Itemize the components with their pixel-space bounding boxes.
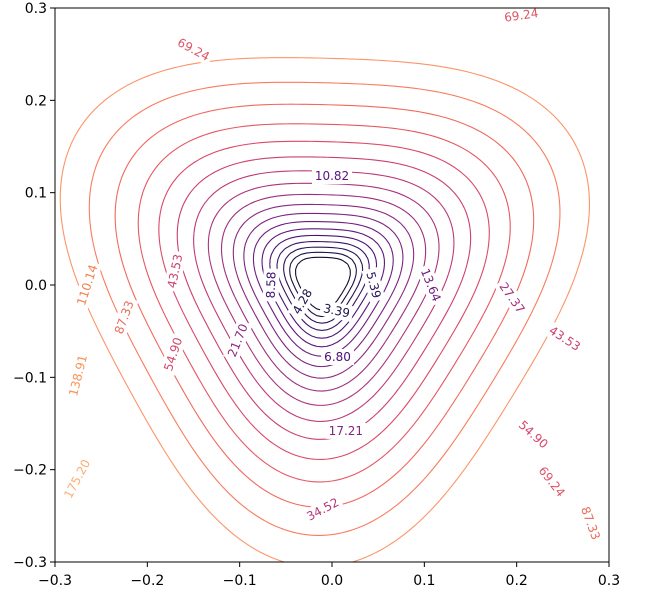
x-tick-label: 0.1: [413, 573, 435, 589]
contour-label-group: 5.39: [361, 267, 386, 303]
y-axis: −0.3 −0.2 −0.1 0.0 0.1 0.2 0.3: [13, 1, 55, 571]
contour-label-group: 69.24: [533, 460, 571, 503]
contour-line: [176, 156, 472, 440]
contour-label-group: 27.37: [494, 276, 531, 319]
contour-label-group: 69.24: [172, 33, 215, 67]
contour-lines: [59, 57, 590, 562]
contour-label-group: 138.91: [64, 350, 92, 401]
x-axis: −0.3 −0.2 −0.1 0.0 0.1 0.2 0.3: [38, 562, 620, 589]
contour-label-group: 54.90: [513, 415, 554, 454]
contour-label-group: 110.14: [72, 260, 103, 310]
contour-label-group: 17.21: [325, 422, 366, 439]
contour-line: [276, 241, 370, 331]
contour-label-background: [543, 320, 586, 357]
contour-label-background: [262, 268, 280, 302]
contour-label-group: 6.80: [321, 349, 354, 366]
contour-label-background: [72, 260, 103, 310]
contour-label-background: [222, 318, 253, 362]
contour-label-background: [172, 33, 215, 67]
x-tick-label: −0.1: [223, 573, 257, 589]
contour-label: 34.52: [304, 495, 341, 523]
y-tick-label: −0.2: [13, 463, 47, 479]
contour-label-group: 3.39: [318, 299, 355, 323]
contour-line: [232, 203, 415, 379]
contour-label-background: [312, 168, 352, 185]
contour-line: [158, 140, 490, 460]
contour-label: 10.82: [315, 169, 349, 183]
contour-label-group: 43.53: [543, 320, 586, 357]
y-tick-label: −0.1: [13, 370, 47, 386]
x-tick-label: 0.0: [321, 573, 343, 589]
contour-label: 87.33: [578, 505, 603, 542]
contour-line: [59, 57, 590, 562]
contour-label-background: [59, 454, 96, 504]
contour-label-group: 4.28: [287, 283, 318, 320]
contour-label-background: [163, 249, 188, 293]
contour-label-group: 69.24: [500, 4, 543, 27]
contour-label-group: 10.82: [312, 168, 352, 185]
contour-label: 6.80: [324, 350, 351, 364]
contour-label: 43.53: [546, 323, 582, 353]
contour-label-background: [513, 415, 554, 454]
contour-label: 21.70: [225, 322, 251, 359]
y-tick-label: 0.0: [25, 278, 47, 294]
contour-label-background: [415, 263, 446, 307]
contour-label: 3.39: [322, 301, 351, 320]
contour-label-background: [109, 295, 139, 339]
contour-label: 138.91: [66, 353, 90, 397]
y-tick-label: 0.1: [25, 186, 47, 202]
contour-label: 69.24: [175, 35, 212, 63]
contour-label-background: [494, 276, 531, 319]
contour-label-group: 43.53: [163, 249, 188, 293]
y-tick-label: 0.2: [25, 93, 47, 109]
x-tick-label: 0.3: [598, 573, 620, 589]
contour-label: 87.33: [112, 299, 137, 336]
contour-label-group: 13.64: [415, 263, 446, 307]
contour-label-background: [576, 501, 605, 545]
x-tick-label: −0.3: [38, 573, 72, 589]
contour-label-background: [159, 332, 187, 376]
contour-label-group: 21.70: [222, 318, 253, 362]
x-tick-label: 0.2: [506, 573, 528, 589]
contour-label: 5.39: [363, 270, 383, 299]
contour-label: 8.58: [264, 271, 279, 298]
contour-label-background: [318, 299, 355, 323]
contour-label-group: 34.52: [301, 492, 345, 526]
contour-label: 54.90: [516, 418, 551, 451]
contour-label-background: [64, 350, 92, 401]
contour-label-group: 87.33: [576, 501, 605, 545]
contour-label: 13.64: [418, 266, 444, 303]
contour-line: [137, 123, 511, 483]
y-tick-label: −0.3: [13, 555, 47, 571]
contour-label-group: 175.20: [59, 454, 96, 504]
contour-label: 69.24: [503, 6, 539, 25]
contour-label-group: 87.33: [109, 295, 139, 339]
contour-line: [220, 193, 427, 392]
y-tick-label: 0.3: [25, 1, 47, 17]
contour-label-background: [301, 492, 345, 526]
contour-label-background: [500, 4, 543, 27]
contour-label-background: [287, 283, 318, 320]
contour-label-background: [321, 349, 354, 366]
x-tick-label: −0.2: [130, 573, 164, 589]
contour-label-group: 8.58: [262, 268, 280, 302]
contour-label: 17.21: [329, 424, 363, 438]
contour-label: 43.53: [165, 253, 186, 290]
contour-label-background: [361, 267, 386, 303]
plot-frame: [54, 7, 610, 563]
contour-label-background: [533, 460, 571, 503]
contour-line: [193, 170, 455, 422]
contour-line: [207, 182, 440, 406]
contour-line: [114, 103, 535, 508]
contour-label-background: [325, 422, 366, 439]
